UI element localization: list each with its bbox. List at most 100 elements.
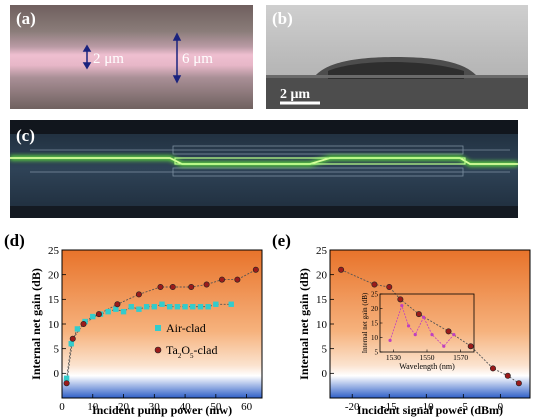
y-axis-label: Internal net gain (dB) bbox=[297, 268, 311, 380]
inset-data-point bbox=[452, 333, 456, 337]
inset-data-point bbox=[430, 333, 434, 337]
y-tick-label: 20 bbox=[48, 270, 60, 282]
data-point bbox=[120, 308, 127, 315]
data-point bbox=[397, 296, 404, 303]
data-point bbox=[371, 281, 378, 288]
x-tick-label: -15 bbox=[382, 401, 397, 413]
x-tick-label: -5 bbox=[459, 401, 469, 413]
x-tick-label: 50 bbox=[210, 401, 222, 413]
y-tick-label: 5 bbox=[54, 344, 60, 356]
y-tick-label: 5 bbox=[322, 344, 328, 356]
annotation-6um: 6 μm bbox=[182, 51, 213, 67]
x-tick-label: -20 bbox=[345, 401, 360, 413]
data-point bbox=[143, 304, 150, 310]
panel-c-photo: (c) bbox=[10, 120, 518, 218]
sem-ridge bbox=[328, 62, 464, 79]
panel-a-label: (a) bbox=[16, 9, 36, 28]
data-point bbox=[338, 266, 345, 273]
data-point bbox=[69, 335, 76, 342]
data-point bbox=[169, 283, 176, 290]
inset-data-point bbox=[406, 324, 411, 328]
data-point bbox=[95, 311, 102, 318]
data-point bbox=[166, 304, 173, 310]
data-point bbox=[188, 283, 195, 290]
y-tick-label: 0 bbox=[54, 368, 60, 380]
data-point bbox=[63, 375, 70, 381]
arrow-6um bbox=[172, 32, 182, 84]
axis-ticks: 0 10 20 30 40 50 60 0 5 10 15 20 25 bbox=[48, 245, 253, 413]
inset-data-point bbox=[422, 315, 426, 319]
x-tick-label: 0 bbox=[498, 401, 504, 413]
panel-a-image: 2 μm 6 μm bbox=[10, 5, 253, 109]
x-tick-label: 30 bbox=[149, 401, 161, 413]
data-point bbox=[205, 304, 211, 310]
x-tick-label: 60 bbox=[241, 401, 253, 413]
inset-y-tick-label: 10 bbox=[371, 334, 379, 342]
inset-x-tick-label: 1550 bbox=[420, 353, 435, 362]
data-point bbox=[74, 326, 81, 332]
data-point bbox=[135, 291, 142, 298]
data-point bbox=[151, 304, 158, 310]
inset-chart: 1530 1550 1570 5 10 15 20 25 Wavelength (nm) Inte… bbox=[361, 291, 475, 371]
arrow-2um bbox=[82, 44, 92, 70]
waveguide-glow bbox=[10, 155, 518, 167]
inset-y-tick-label: 25 bbox=[371, 291, 379, 299]
data-point bbox=[128, 304, 134, 310]
y-tick-label: 20 bbox=[316, 270, 328, 282]
data-point bbox=[515, 380, 522, 387]
x-tick-label: 10 bbox=[87, 401, 99, 413]
y-tick-label: 0 bbox=[322, 368, 328, 380]
y-tick-label: 25 bbox=[316, 245, 328, 257]
x-tick-label: 20 bbox=[118, 401, 130, 413]
inset-x-tick-label: 1530 bbox=[386, 353, 401, 362]
x-axis-label: Incident pump power (mw) bbox=[92, 403, 232, 417]
data-point bbox=[68, 341, 74, 347]
y-tick-label: 15 bbox=[316, 294, 328, 306]
data-point bbox=[489, 365, 496, 372]
panel-a-micrograph: 2 μm 6 μm (a) bbox=[10, 5, 253, 109]
data-point bbox=[90, 313, 96, 320]
data-point bbox=[136, 306, 142, 312]
y-tick-label: 10 bbox=[48, 319, 60, 331]
data-marks bbox=[63, 266, 259, 387]
series-line bbox=[66, 303, 232, 379]
x-tick-label: 40 bbox=[180, 401, 192, 413]
plot-area-background bbox=[330, 250, 530, 398]
data-point bbox=[445, 328, 452, 335]
data-point bbox=[114, 301, 121, 308]
plot-area-background bbox=[62, 250, 262, 398]
y-axis-label: Internal net gain (dB) bbox=[29, 268, 43, 380]
inset-data-point bbox=[400, 304, 404, 308]
data-point bbox=[252, 266, 259, 273]
data-point bbox=[386, 283, 393, 290]
photo-background bbox=[10, 120, 518, 218]
waveguide-outlines bbox=[30, 145, 510, 177]
legend-marker bbox=[154, 346, 162, 354]
panel-c-label: (c) bbox=[16, 126, 35, 145]
sem-interface bbox=[266, 75, 528, 78]
x-axis-label: Incident signal power (dBm) bbox=[357, 403, 503, 417]
data-point bbox=[213, 301, 219, 307]
inset-data-point bbox=[388, 338, 392, 342]
chart-gain-vs-pump: 0 10 20 30 40 50 60 0 5 10 15 20 25 Air-cladTa2O5-cl… bbox=[4, 231, 263, 417]
data-point bbox=[467, 343, 474, 350]
inset-y-tick-label: 20 bbox=[371, 305, 379, 313]
photo-top-edge bbox=[10, 120, 518, 134]
data-point bbox=[182, 304, 188, 310]
y-tick-label: 15 bbox=[48, 294, 60, 306]
data-point bbox=[219, 276, 226, 283]
data-marks bbox=[338, 266, 522, 387]
y-tick-label: 10 bbox=[316, 319, 328, 331]
scale-bar-label: 2 μm bbox=[280, 87, 310, 102]
data-point bbox=[197, 304, 204, 310]
y-tick-label: 25 bbox=[48, 245, 60, 257]
x-tick-label: -10 bbox=[419, 401, 434, 413]
inset-y-tick-label: 15 bbox=[371, 320, 379, 328]
annotation-2um: 2 μm bbox=[93, 51, 124, 67]
inset-x-tick-label: 1570 bbox=[453, 353, 468, 362]
data-point bbox=[203, 281, 210, 288]
data-point bbox=[504, 372, 511, 379]
data-point bbox=[80, 321, 87, 328]
x-tick-label: 0 bbox=[59, 401, 65, 413]
